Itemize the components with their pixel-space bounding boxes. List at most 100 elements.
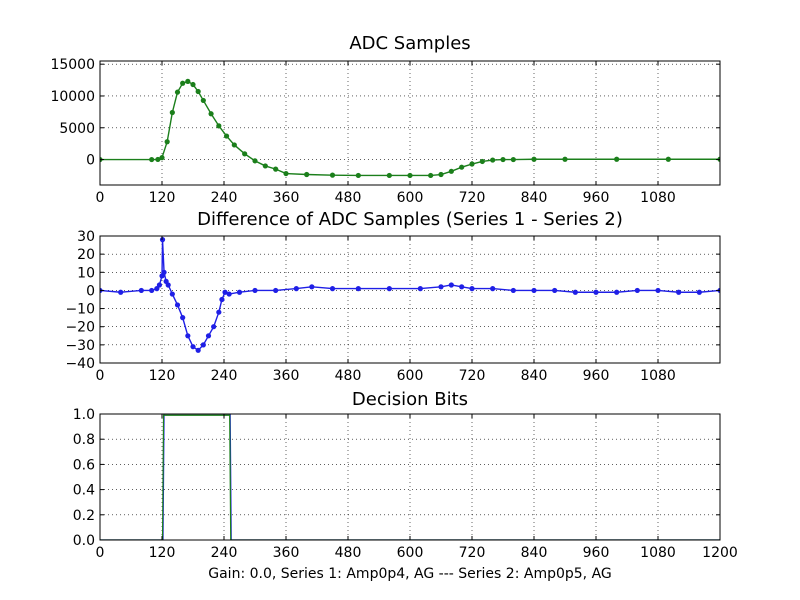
adc-data-point [469, 161, 475, 167]
decision-series-1 [100, 414, 720, 540]
diff-data-point [174, 302, 181, 308]
diff-data-point [185, 333, 191, 339]
diff-data-point [448, 282, 454, 288]
adc-data-point [242, 151, 248, 157]
diff-data-point [459, 284, 465, 290]
diff-data-point [531, 287, 537, 294]
adc-y-tick-label: 0 [86, 153, 95, 169]
diff-data-point [510, 287, 516, 294]
adc-x-tick-label: 840 [521, 190, 548, 206]
adc-data-point [355, 172, 361, 179]
diff-data-point [696, 289, 702, 295]
adc-data-point [223, 133, 230, 139]
diff-data-point [165, 282, 171, 288]
diff-x-tick-label: 0 [96, 368, 105, 384]
diff-data-point [226, 291, 232, 297]
adc-data-point [407, 172, 413, 179]
decision-y-tick-label: 0.2 [73, 508, 95, 524]
adc-data-point [448, 168, 454, 174]
adc-x-tick-label: 360 [273, 190, 300, 206]
diff-x-tick-label: 600 [397, 368, 424, 384]
diff-data-point [676, 289, 682, 295]
adc-data-point [159, 155, 165, 161]
diff-x-tick-label: 480 [335, 368, 362, 384]
diff-x-tick-label: 840 [521, 368, 548, 384]
decision-x-tick-label: 480 [335, 545, 362, 561]
difference-title: Difference of ADC Samples (Series 1 - Se… [197, 209, 623, 230]
diff-data-point [200, 342, 206, 348]
diff-data-point [211, 324, 217, 330]
diff-x-tick-label: 240 [211, 368, 238, 384]
diff-x-tick-label: 1080 [640, 368, 676, 384]
adc-data-point [614, 156, 620, 162]
diff-x-tick-label: 960 [583, 368, 610, 384]
decision-bits-title: Decision Bits [352, 389, 468, 410]
decision-x-tick-label: 960 [583, 545, 610, 561]
adc-data-point [459, 164, 465, 170]
adc-data-point [479, 158, 485, 165]
diff-data-point [329, 286, 336, 292]
adc-data-point [164, 139, 170, 145]
adc-series-0 [100, 78, 720, 179]
diff-data-point [236, 289, 243, 295]
adc-x-tick-label: 600 [397, 190, 424, 206]
decision-y-tick-label: 0.6 [73, 457, 95, 473]
adc-data-point [490, 157, 496, 163]
diff-y-tick-label: 0 [86, 283, 95, 299]
adc-data-point [562, 156, 568, 162]
decision-y-tick-label: 1.0 [73, 407, 95, 423]
decision-x-tick-label: 240 [211, 545, 238, 561]
diff-data-point [154, 286, 160, 292]
adc-x-tick-label: 240 [211, 190, 238, 206]
adc-data-point [169, 109, 175, 116]
diff-data-point [355, 286, 361, 292]
adc-data-point [208, 111, 214, 117]
adc-data-point [216, 123, 222, 129]
adc-data-point [665, 156, 671, 162]
diff-data-point [149, 287, 155, 294]
diff-data-point [614, 289, 620, 295]
adc-data-point [500, 156, 506, 163]
diff-data-point [205, 333, 212, 339]
diff-data-point [252, 287, 258, 294]
diff-data-point [138, 287, 144, 294]
adc-data-point [273, 166, 279, 172]
decision-x-tick-label: 1200 [702, 545, 738, 561]
adc-data-point [180, 80, 186, 86]
decision-x-tick-label: 120 [149, 545, 176, 561]
diff-data-point [417, 286, 423, 292]
diff-data-point [469, 286, 475, 292]
adc-data-point [190, 81, 196, 88]
diff-data-point [490, 286, 496, 292]
adc-data-point [304, 171, 310, 178]
adc-y-tick-label: 5000 [59, 121, 95, 137]
adc-data-point [200, 97, 206, 104]
adc-x-tick-label: 1080 [640, 190, 676, 206]
diff-data-point [216, 309, 222, 315]
adc-data-point [386, 172, 392, 179]
adc-y-tick-label: 10000 [50, 89, 95, 105]
adc-samples-title: ADC Samples [349, 33, 470, 54]
diff-data-point [219, 296, 225, 303]
adc-samples-panel: ADC Samples 0 120 240 360 480 600 720 840 960 108… [50, 33, 721, 206]
decision-x-tick-label: 1080 [640, 545, 676, 561]
decision-x-tick-label: 0 [96, 545, 105, 561]
adc-data-point [510, 156, 516, 163]
diff-y-tick-label: 10 [77, 265, 95, 281]
adc-x-tick-label: 720 [459, 190, 486, 206]
adc-data-point [428, 172, 434, 179]
diff-data-point [195, 347, 201, 353]
diff-y-tick-label: −20 [65, 320, 95, 336]
adc-data-point [531, 156, 537, 162]
adc-data-point [252, 158, 258, 164]
decision-series-line [100, 414, 720, 540]
adc-data-point [283, 170, 289, 177]
adc-x-tick-label: 480 [335, 190, 362, 206]
adc-data-point [231, 142, 237, 148]
diff-data-point [180, 315, 186, 321]
diff-data-point [552, 287, 558, 294]
adc-data-point [155, 156, 161, 163]
decision-x-tick-label: 600 [397, 545, 424, 561]
diff-data-point [634, 287, 640, 294]
